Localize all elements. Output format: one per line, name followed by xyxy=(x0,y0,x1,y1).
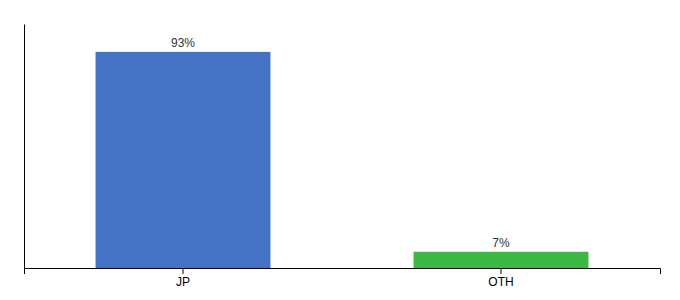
data-label: 7% xyxy=(492,236,510,250)
x-tick: OTH xyxy=(488,268,513,289)
x-axis: JP OTH xyxy=(25,268,661,289)
x-tick-label: JP xyxy=(176,275,190,289)
chart: 93% 7% JP OTH xyxy=(0,0,680,300)
data-labels: 93% 7% xyxy=(171,36,510,250)
x-tick: JP xyxy=(176,268,190,289)
data-label: 93% xyxy=(171,36,195,50)
y-axis xyxy=(24,25,25,269)
x-tick-mark xyxy=(501,268,502,274)
bar xyxy=(96,52,271,268)
plot: 93% 7% JP OTH xyxy=(25,25,661,289)
x-tick-mark xyxy=(183,268,184,274)
bars xyxy=(96,52,589,268)
y-axis-line xyxy=(24,25,25,269)
x-axis-line xyxy=(25,269,661,275)
bar xyxy=(414,252,589,268)
x-tick-label: OTH xyxy=(488,275,513,289)
